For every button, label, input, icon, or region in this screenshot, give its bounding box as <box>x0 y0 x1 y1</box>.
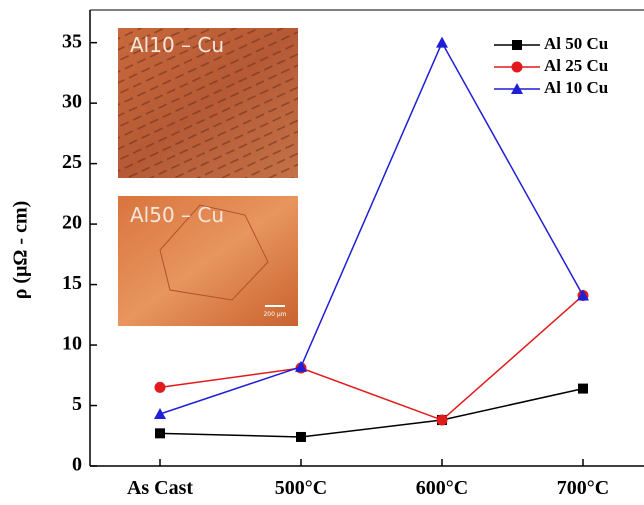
inset-label: Al10 – Cu <box>130 33 224 57</box>
marker <box>296 432 306 442</box>
x-tick-label: As Cast <box>127 477 193 499</box>
chart: Al10 – Cu Al50 – Cu 200 μm ρ (μΩ - cm) 0… <box>0 0 644 505</box>
legend-label: Al 10 Cu <box>544 78 608 97</box>
scale-label: 200 μm <box>263 311 286 318</box>
x-tick-label: 500°C <box>275 477 327 499</box>
marker <box>155 382 166 393</box>
x-tick-label: 600°C <box>416 477 468 499</box>
y-tick-label: 35 <box>62 30 82 52</box>
marker <box>578 384 588 394</box>
series-line <box>160 389 583 437</box>
y-axis-label: ρ (μΩ - cm) <box>10 201 32 300</box>
y-tick-label: 5 <box>72 393 82 415</box>
y-tick-label: 25 <box>62 151 82 173</box>
marker <box>512 40 522 50</box>
inset-label: Al50 – Cu <box>130 203 224 227</box>
y-tick-label: 20 <box>62 212 82 234</box>
x-tick-label: 700°C <box>557 477 609 499</box>
y-tick-label: 0 <box>72 454 82 476</box>
marker <box>154 408 166 419</box>
marker <box>437 415 448 426</box>
y-tick-label: 30 <box>62 91 82 113</box>
y-tick-label: 10 <box>62 333 82 355</box>
marker <box>155 428 165 438</box>
marker <box>512 62 523 73</box>
marker <box>436 37 448 48</box>
y-tick-label: 15 <box>62 272 82 294</box>
legend-label: Al 25 Cu <box>544 56 608 75</box>
legend-label: Al 50 Cu <box>544 34 608 53</box>
